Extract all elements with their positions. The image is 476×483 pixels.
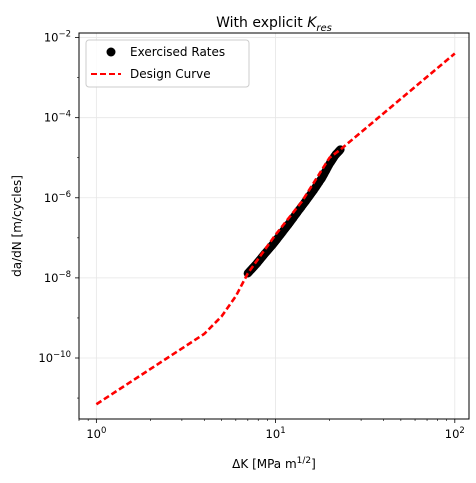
y-tick-label: 10−2 [44, 30, 71, 45]
y-axis-label: da/dN [m/cycles] [10, 175, 24, 277]
legend-marker-exercised-rates [106, 47, 116, 57]
y-tick-label: 10−10 [38, 350, 71, 365]
legend-label-design-curve: Design Curve [130, 67, 211, 81]
legend-label-exercised-rates: Exercised Rates [130, 45, 225, 59]
legend: Exercised Rates Design Curve [85, 39, 250, 88]
x-tick-label: 102 [445, 426, 465, 441]
chart-title: With explicit Kres [216, 15, 332, 34]
y-tick-label: 10−6 [44, 190, 71, 205]
x-tick-label: 101 [266, 426, 286, 441]
y-tick-label: 10−8 [44, 270, 71, 285]
legend-box [85, 39, 250, 88]
ticks: 100 101 102 10−10 10−8 10−6 10−4 10−2 [38, 30, 464, 441]
x-tick-label: 100 [86, 426, 106, 441]
plot-frame [78, 32, 470, 420]
x-axis-label: ΔK [MPa m1/2] [232, 456, 316, 471]
series-layer [95, 52, 456, 406]
grid [79, 33, 469, 419]
line-design-curve [95, 52, 456, 406]
y-tick-label: 10−4 [44, 110, 71, 125]
